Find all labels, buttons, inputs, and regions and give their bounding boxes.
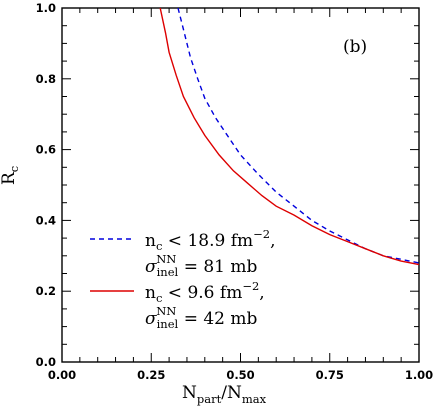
x-tick-label: 0.75 xyxy=(316,368,344,382)
legend-blue-line2: σinelNN = 81 mb xyxy=(145,252,258,279)
panel-label: (b) xyxy=(343,37,367,57)
y-tick-label: 0.0 xyxy=(36,355,56,369)
y-tick-label: 0.6 xyxy=(36,143,56,157)
legend-blue-line1: nc < 18.9 fm−2, xyxy=(145,227,276,253)
x-tick-label: 1.00 xyxy=(405,368,433,382)
x-axis-label: Npart/Nmax xyxy=(182,383,267,406)
x-tick-label: 0.00 xyxy=(48,368,76,382)
series-line-red-solid xyxy=(159,7,420,266)
series-group xyxy=(159,7,420,266)
legend-red-line2: σinelNN = 42 mb xyxy=(145,304,258,331)
tick-labels: 0.00 0.25 0.50 0.75 1.00 0.0 0.2 0.4 0.6 0.8 1.0 xyxy=(36,1,434,382)
y-tick-label: 0.2 xyxy=(36,284,56,298)
y-tick-label: 1.0 xyxy=(36,1,56,15)
y-axis-label: Rc xyxy=(0,166,21,185)
legend: nc < 18.9 fm−2, σinelNN = 81 mb nc < 9.6… xyxy=(90,227,276,331)
ticks xyxy=(61,7,420,363)
series-line-blue-dashed xyxy=(177,7,420,264)
legend-red-line1: nc < 9.6 fm−2, xyxy=(145,279,265,305)
y-tick-label: 0.8 xyxy=(36,72,56,86)
x-tick-label: 0.50 xyxy=(226,368,254,382)
x-tick-label: 0.25 xyxy=(137,368,165,382)
y-tick-label: 0.4 xyxy=(36,213,56,227)
